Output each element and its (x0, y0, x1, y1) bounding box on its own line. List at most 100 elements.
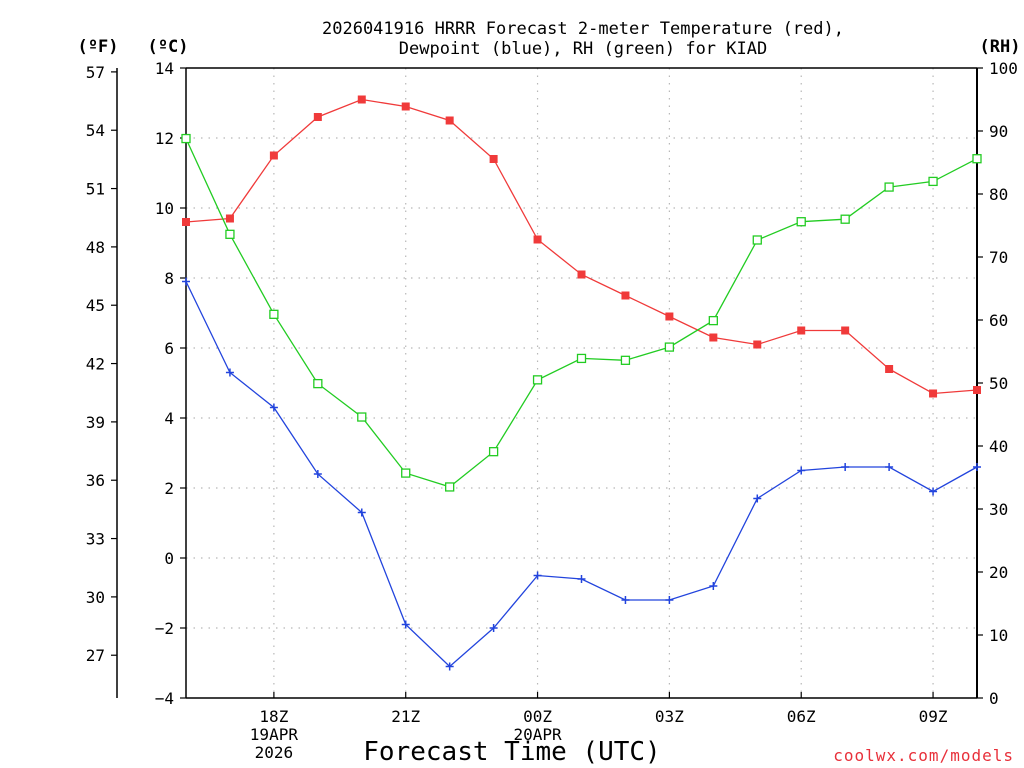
data-point-rh (884, 182, 894, 192)
celsius-tick-label: −4 (155, 689, 174, 708)
tick-labels: −4 −2 0 2 4 6 8 10 12 14 27 30 33 36 39 42 45 48 51 54 57 0 10… (86, 59, 1018, 762)
data-point-temperature (445, 116, 454, 125)
x-tick-date-label: 20APR (513, 725, 562, 744)
data-point-rh (664, 342, 675, 352)
fahrenheit-tick-label: 45 (86, 296, 105, 315)
data-point-rh (972, 154, 982, 164)
series-line-temperature (185, 98, 978, 395)
x-tick-label: 18Z (259, 707, 288, 726)
rh-tick-label: 80 (989, 185, 1008, 204)
data-point-temperature (973, 386, 981, 394)
fahrenheit-tick-label: 54 (86, 121, 105, 140)
data-point-rh (401, 468, 411, 478)
data-point-rh (752, 235, 762, 245)
data-point-rh (840, 214, 850, 224)
data-point-temperature (182, 218, 190, 226)
series-dewpoint (182, 277, 981, 671)
rh-tick-label: 0 (989, 689, 999, 708)
data-point-temperature (357, 95, 366, 104)
data-point-temperature (577, 270, 586, 279)
series-temperature (182, 95, 981, 398)
data-point-rh (269, 309, 279, 319)
data-point-temperature (269, 151, 278, 160)
series-line-rh (185, 138, 978, 488)
x-tick-date-label: 2026 (255, 743, 294, 762)
data-point-dewpoint (841, 463, 850, 471)
x-tick-label: 03Z (655, 707, 684, 726)
rh-tick-label: 50 (989, 374, 1008, 393)
rh-tick-label: 100 (989, 59, 1018, 78)
chart-title-line2: Dewpoint (blue), RH (green) for KIAD (399, 39, 767, 59)
data-point-temperature (401, 102, 410, 111)
fahrenheit-tick-label: 27 (86, 646, 105, 665)
data-point-temperature (665, 312, 674, 321)
fahrenheit-tick-label: 48 (86, 238, 105, 257)
data-point-temperature (885, 365, 894, 373)
rh-tick-label: 20 (989, 563, 1008, 582)
data-point-dewpoint (401, 620, 410, 629)
data-point-dewpoint (577, 575, 586, 583)
series-rh (181, 133, 982, 492)
data-point-dewpoint (885, 463, 894, 471)
data-point-dewpoint (182, 277, 190, 286)
celsius-tick-label: 0 (164, 549, 174, 568)
data-point-temperature (621, 291, 630, 300)
data-point-rh (181, 133, 191, 144)
data-point-rh (225, 229, 235, 239)
data-point-temperature (929, 389, 938, 398)
series-lines (181, 95, 982, 671)
data-point-rh (313, 378, 323, 389)
data-point-rh (928, 176, 938, 187)
rh-tick-label: 40 (989, 437, 1008, 456)
celsius-tick-label: 14 (155, 59, 174, 78)
data-point-dewpoint (533, 571, 542, 580)
data-point-dewpoint (357, 508, 366, 517)
x-tick-label: 06Z (787, 707, 816, 726)
data-point-rh (576, 353, 587, 364)
x-tick-date-label: 19APR (250, 725, 299, 744)
credit-text: coolwx.com/models (833, 746, 1014, 765)
rh-tick-label: 90 (989, 122, 1008, 141)
series-line-dewpoint (185, 281, 978, 668)
celsius-tick-label: 10 (155, 199, 174, 218)
celsius-tick-label: 2 (164, 479, 174, 498)
celsius-tick-label: 6 (164, 339, 174, 358)
fahrenheit-tick-label: 33 (86, 530, 105, 549)
data-point-dewpoint (269, 403, 278, 412)
x-tick-label: 21Z (391, 707, 420, 726)
data-point-temperature (797, 326, 806, 335)
celsius-tick-label: 12 (155, 129, 174, 148)
celsius-tick-label: −2 (155, 619, 174, 638)
x-tick-label: 00Z (523, 707, 552, 726)
data-point-dewpoint (621, 596, 630, 604)
data-point-dewpoint (665, 596, 674, 604)
fahrenheit-tick-label: 30 (86, 588, 105, 607)
celsius-unit-label: (ºC) (148, 37, 189, 57)
x-axis-title: Forecast Time (UTC) (363, 737, 660, 767)
data-point-rh (445, 482, 455, 492)
data-point-dewpoint (445, 662, 454, 671)
data-point-dewpoint (929, 487, 938, 496)
data-point-temperature (841, 326, 850, 335)
data-point-temperature (753, 340, 762, 349)
fahrenheit-tick-label: 36 (86, 471, 105, 490)
data-point-dewpoint (973, 463, 981, 471)
grid-lines (186, 68, 977, 698)
data-point-rh (708, 315, 718, 326)
rh-tick-label: 70 (989, 248, 1008, 267)
x-tick-label: 09Z (919, 707, 948, 726)
rh-tick-label: 30 (989, 500, 1008, 519)
data-point-rh (357, 412, 367, 422)
data-point-rh (532, 375, 543, 385)
data-point-rh (620, 355, 631, 365)
data-point-temperature (533, 235, 542, 244)
celsius-tick-label: 4 (164, 409, 174, 428)
data-point-temperature (489, 155, 498, 163)
data-point-dewpoint (797, 466, 806, 475)
data-point-temperature (225, 214, 234, 223)
fahrenheit-tick-label: 57 (86, 63, 105, 82)
fahrenheit-tick-label: 42 (86, 355, 105, 374)
celsius-tick-label: 8 (164, 269, 174, 288)
fahrenheit-tick-label: 39 (86, 413, 105, 432)
